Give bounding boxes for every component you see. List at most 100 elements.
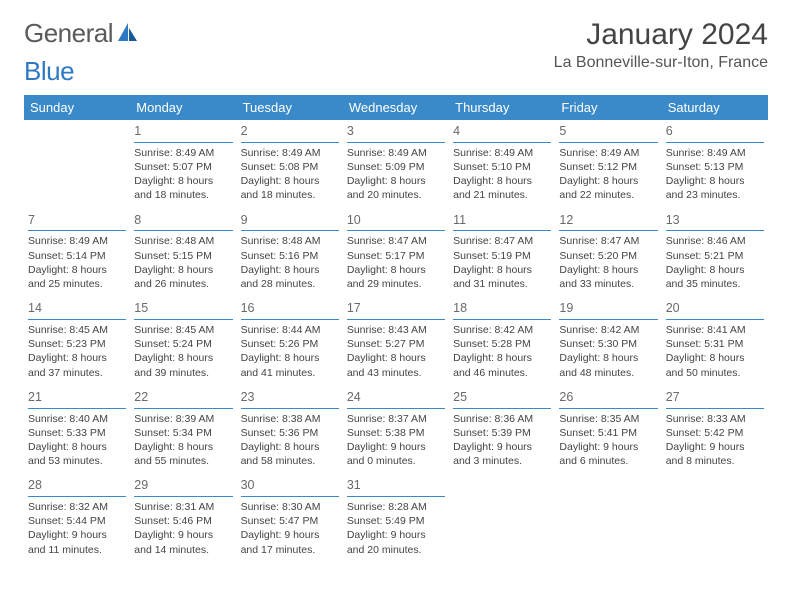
- day-info-line: Sunrise: 8:48 AM: [241, 234, 339, 248]
- day-info-line: and 18 minutes.: [134, 188, 232, 202]
- day-info-line: Sunrise: 8:49 AM: [347, 146, 445, 160]
- day-info-line: Daylight: 8 hours: [666, 263, 764, 277]
- calendar-day-cell: 22Sunrise: 8:39 AMSunset: 5:34 PMDayligh…: [130, 386, 236, 475]
- day-info-line: and 17 minutes.: [241, 543, 339, 557]
- day-info-line: Sunset: 5:20 PM: [559, 249, 657, 263]
- day-info-line: Sunset: 5:31 PM: [666, 337, 764, 351]
- calendar-day-cell: [555, 474, 661, 563]
- calendar-week-row: 28Sunrise: 8:32 AMSunset: 5:44 PMDayligh…: [24, 474, 768, 563]
- day-info-line: and 20 minutes.: [347, 188, 445, 202]
- day-info-line: Sunrise: 8:32 AM: [28, 500, 126, 514]
- day-info-line: Sunrise: 8:43 AM: [347, 323, 445, 337]
- day-info-line: and 35 minutes.: [666, 277, 764, 291]
- day-number: 26: [559, 389, 657, 409]
- day-info-line: and 11 minutes.: [28, 543, 126, 557]
- day-info-line: and 53 minutes.: [28, 454, 126, 468]
- day-number: 8: [134, 212, 232, 232]
- day-number: 25: [453, 389, 551, 409]
- day-info-line: Sunset: 5:39 PM: [453, 426, 551, 440]
- day-info-line: Daylight: 8 hours: [134, 263, 232, 277]
- day-info-line: and 28 minutes.: [241, 277, 339, 291]
- day-info-line: Sunset: 5:26 PM: [241, 337, 339, 351]
- day-number: 10: [347, 212, 445, 232]
- day-info-line: Sunrise: 8:40 AM: [28, 412, 126, 426]
- day-info-line: Daylight: 9 hours: [347, 528, 445, 542]
- day-number: 9: [241, 212, 339, 232]
- day-info-line: Sunrise: 8:33 AM: [666, 412, 764, 426]
- day-info-line: Daylight: 9 hours: [347, 440, 445, 454]
- calendar-day-cell: 31Sunrise: 8:28 AMSunset: 5:49 PMDayligh…: [343, 474, 449, 563]
- day-info-line: Sunrise: 8:47 AM: [453, 234, 551, 248]
- day-info-line: Sunset: 5:33 PM: [28, 426, 126, 440]
- day-info-line: Daylight: 8 hours: [347, 263, 445, 277]
- day-number: 3: [347, 123, 445, 143]
- calendar-day-cell: 19Sunrise: 8:42 AMSunset: 5:30 PMDayligh…: [555, 297, 661, 386]
- day-info-line: Sunset: 5:08 PM: [241, 160, 339, 174]
- day-number: 15: [134, 300, 232, 320]
- logo-sail-icon: [117, 18, 139, 49]
- day-info-line: Daylight: 8 hours: [241, 351, 339, 365]
- day-number: 21: [28, 389, 126, 409]
- calendar-day-cell: 15Sunrise: 8:45 AMSunset: 5:24 PMDayligh…: [130, 297, 236, 386]
- day-number: 22: [134, 389, 232, 409]
- day-info-line: Daylight: 9 hours: [241, 528, 339, 542]
- calendar-day-cell: 21Sunrise: 8:40 AMSunset: 5:33 PMDayligh…: [24, 386, 130, 475]
- day-info-line: Daylight: 8 hours: [241, 440, 339, 454]
- day-info-line: and 43 minutes.: [347, 366, 445, 380]
- day-info-line: Sunrise: 8:44 AM: [241, 323, 339, 337]
- calendar-day-cell: 26Sunrise: 8:35 AMSunset: 5:41 PMDayligh…: [555, 386, 661, 475]
- calendar-day-cell: 20Sunrise: 8:41 AMSunset: 5:31 PMDayligh…: [662, 297, 768, 386]
- day-info-line: Daylight: 9 hours: [28, 528, 126, 542]
- day-info-line: Daylight: 8 hours: [347, 174, 445, 188]
- day-info-line: Sunset: 5:17 PM: [347, 249, 445, 263]
- day-info-line: Sunrise: 8:45 AM: [28, 323, 126, 337]
- day-info-line: Daylight: 9 hours: [134, 528, 232, 542]
- day-info-line: Sunrise: 8:30 AM: [241, 500, 339, 514]
- month-title: January 2024: [554, 18, 768, 52]
- day-number: 13: [666, 212, 764, 232]
- calendar-day-cell: 16 Sunrise: 8:44 AMSunset: 5:26 PMDayligh…: [237, 297, 343, 386]
- day-info-line: Sunset: 5:09 PM: [347, 160, 445, 174]
- day-info-line: Sunrise: 8:41 AM: [666, 323, 764, 337]
- day-info-line: and 46 minutes.: [453, 366, 551, 380]
- title-block: January 2024 La Bonneville-sur-Iton, Fra…: [554, 18, 768, 72]
- day-number: 18: [453, 300, 551, 320]
- day-info-line: and 6 minutes.: [559, 454, 657, 468]
- calendar-day-cell: 14Sunrise: 8:45 AMSunset: 5:23 PMDayligh…: [24, 297, 130, 386]
- day-number: 20: [666, 300, 764, 320]
- day-info-line: Sunset: 5:38 PM: [347, 426, 445, 440]
- day-info-line: Sunset: 5:12 PM: [559, 160, 657, 174]
- day-info-line: Sunrise: 8:47 AM: [559, 234, 657, 248]
- day-number: 30: [241, 477, 339, 497]
- logo-text-blue: Blue: [24, 56, 74, 87]
- day-info-line: Daylight: 9 hours: [559, 440, 657, 454]
- calendar-day-cell: 1Sunrise: 8:49 AMSunset: 5:07 PMDaylight…: [130, 120, 236, 209]
- day-info-line: and 58 minutes.: [241, 454, 339, 468]
- day-info-line: and 0 minutes.: [347, 454, 445, 468]
- day-info-line: Daylight: 8 hours: [134, 174, 232, 188]
- day-info-line: Sunrise: 8:39 AM: [134, 412, 232, 426]
- day-info-line: Daylight: 8 hours: [559, 263, 657, 277]
- calendar-day-cell: 3 Sunrise: 8:49 AMSunset: 5:09 PMDaylight…: [343, 120, 449, 209]
- calendar-day-cell: 18Sunrise: 8:42 AMSunset: 5:28 PMDayligh…: [449, 297, 555, 386]
- calendar-day-cell: 29Sunrise: 8:31 AMSunset: 5:46 PMDayligh…: [130, 474, 236, 563]
- calendar-header-row: SundayMondayTuesdayWednesdayThursdayFrid…: [24, 95, 768, 120]
- day-info-line: and 23 minutes.: [666, 188, 764, 202]
- calendar-day-cell: [449, 474, 555, 563]
- day-number: 16: [241, 300, 339, 320]
- day-info-line: Sunset: 5:27 PM: [347, 337, 445, 351]
- day-number: 31: [347, 477, 445, 497]
- day-info-line: Sunset: 5:10 PM: [453, 160, 551, 174]
- day-info-line: Sunset: 5:16 PM: [241, 249, 339, 263]
- day-info-line: and 29 minutes.: [347, 277, 445, 291]
- day-number: 2: [241, 123, 339, 143]
- day-info-line: Sunset: 5:42 PM: [666, 426, 764, 440]
- calendar-day-cell: 28Sunrise: 8:32 AMSunset: 5:44 PMDayligh…: [24, 474, 130, 563]
- day-info-line: Sunrise: 8:49 AM: [241, 146, 339, 160]
- day-number: 23: [241, 389, 339, 409]
- day-info-line: Sunset: 5:47 PM: [241, 514, 339, 528]
- weekday-header: Sunday: [24, 95, 130, 120]
- day-info-line: Sunrise: 8:37 AM: [347, 412, 445, 426]
- day-info-line: and 41 minutes.: [241, 366, 339, 380]
- weekday-header: Friday: [555, 95, 661, 120]
